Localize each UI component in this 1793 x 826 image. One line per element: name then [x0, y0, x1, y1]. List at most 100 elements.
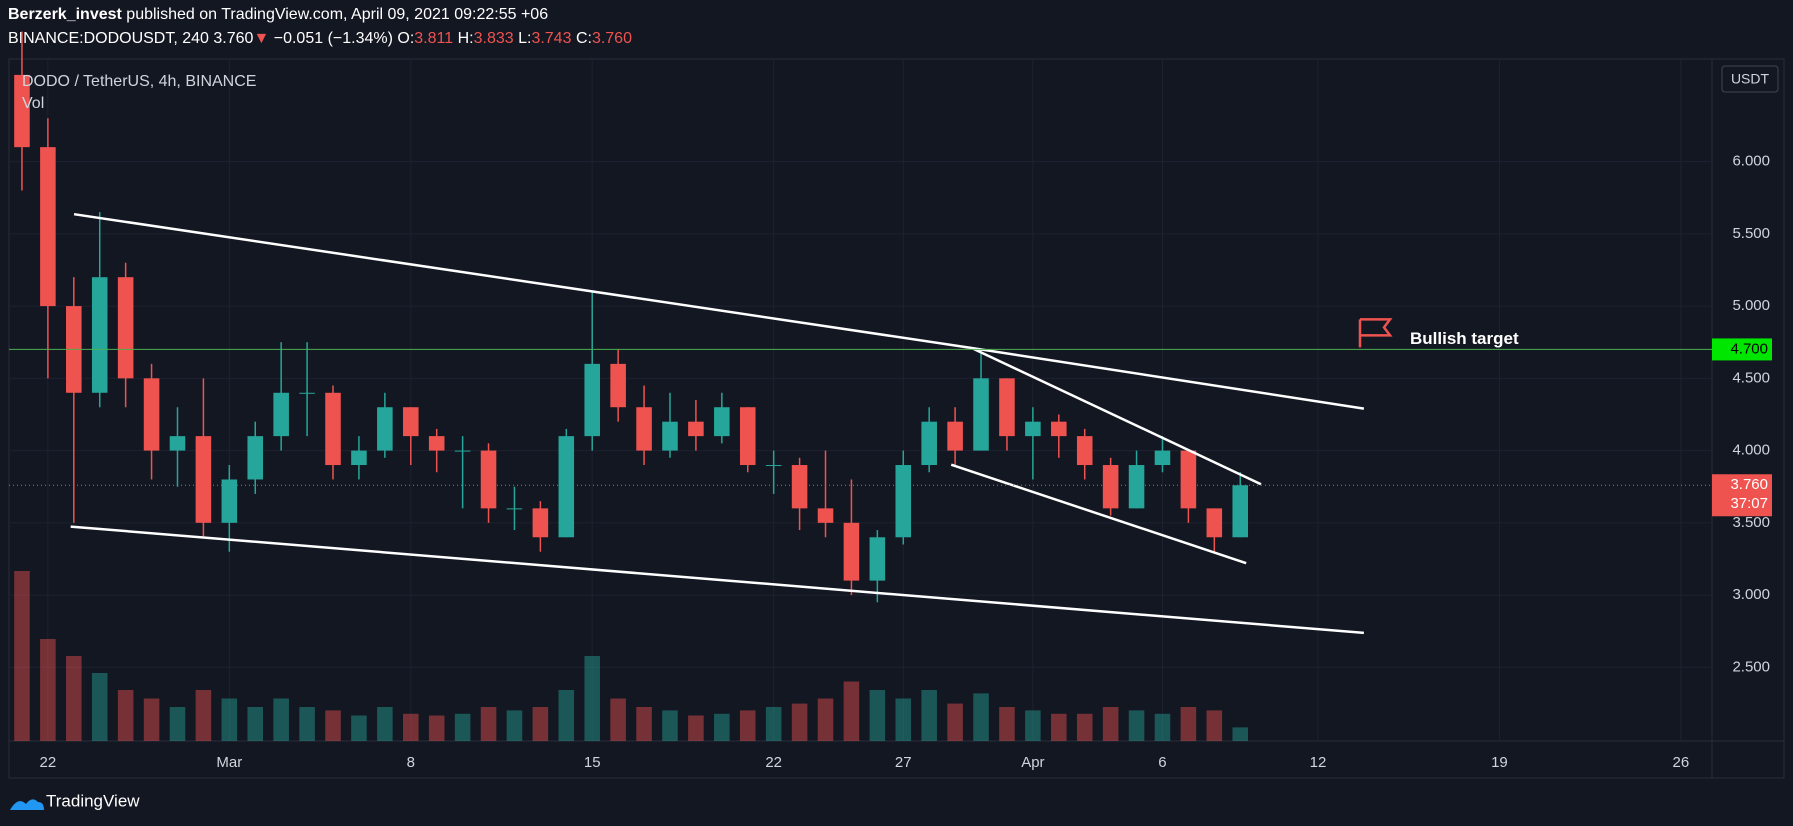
flag-icon [1358, 318, 1393, 348]
volume-bar [91, 673, 108, 741]
volume-bar [765, 707, 782, 741]
target-annotation: Bullish target [1410, 329, 1519, 348]
volume-bar [688, 715, 704, 741]
legend-title: DODO / TetherUS, 4h, BINANCE [22, 73, 256, 90]
symbol: BINANCE:DODOUSDT, 240 [8, 30, 209, 47]
volume-bar [610, 698, 626, 741]
candle-body [947, 421, 963, 451]
candle-body [299, 392, 315, 394]
candle-body [1025, 421, 1041, 437]
currency: USDT [1731, 71, 1770, 87]
y-tick-label: 5.000 [1732, 297, 1770, 314]
h-label: H: [457, 30, 474, 47]
l-label: L: [518, 30, 532, 47]
candle-body [247, 436, 264, 480]
volume-bar [895, 698, 912, 741]
trendline [971, 346, 1262, 486]
volume-bar [454, 713, 471, 741]
x-tick-label: 22 [40, 754, 57, 771]
candle-body [454, 450, 471, 452]
candle-body [869, 537, 886, 581]
candle-body [40, 147, 56, 307]
volume-bar [1025, 710, 1041, 741]
candle-body [999, 378, 1015, 437]
volume-bar [869, 690, 886, 741]
volume-bar [1076, 713, 1093, 741]
x-tick-label: 22 [765, 754, 782, 771]
volume-bar [506, 710, 523, 741]
candle-body [195, 436, 212, 523]
close: 3.760 [591, 30, 632, 47]
y-tick-label: 5.500 [1732, 225, 1770, 242]
y-tick-label: 4.500 [1732, 369, 1770, 386]
marks: 4.700 Bullish target 3.760 37:07 [9, 31, 1772, 741]
volume-bar [662, 710, 678, 741]
candle-body [817, 508, 834, 523]
volume-bar [1128, 710, 1145, 741]
candle-body [558, 436, 575, 538]
volume-bar [1232, 727, 1249, 741]
volume-bar [1154, 713, 1171, 741]
c-label: C: [575, 30, 592, 47]
candle-body [117, 277, 134, 379]
target-price-box [1712, 338, 1772, 361]
candle-body [428, 436, 445, 451]
volume-bar [117, 690, 134, 741]
grid [9, 59, 1712, 741]
trendline [73, 212, 1365, 410]
candle-body [610, 363, 626, 408]
candle-body [351, 450, 367, 466]
candle-body [1102, 465, 1119, 509]
target-price-label: 4.700 [1730, 340, 1768, 357]
x-tick-label: 12 [1310, 754, 1327, 771]
last: 3.760 [213, 30, 254, 47]
logo-icon [10, 799, 44, 810]
volume-bar [247, 707, 264, 741]
brand: TradingView [46, 791, 140, 810]
volume-bar [195, 690, 212, 741]
trendline [950, 463, 1247, 565]
trendline [70, 525, 1364, 635]
y-tick-label: 6.000 [1732, 153, 1770, 170]
candle-body [532, 508, 549, 538]
volume-bar [1102, 707, 1119, 741]
volume-bar [714, 713, 730, 741]
candle-body [584, 363, 600, 437]
candle-body [791, 465, 808, 509]
volume-bar [739, 710, 756, 741]
candle-body [402, 407, 419, 437]
change: −0.051 (−1.34%) [273, 30, 393, 47]
author: Berzerk_invest [8, 6, 122, 23]
volume-bar [325, 710, 341, 741]
x-tick-label: 19 [1491, 754, 1508, 771]
candle-body [91, 277, 108, 393]
x-tick-label: 8 [407, 754, 415, 771]
volume-bar [1180, 707, 1197, 741]
candle-body [480, 450, 497, 509]
frame [8, 58, 1785, 779]
y-tick-label: 3.000 [1732, 586, 1770, 603]
volume-bar [66, 656, 82, 741]
x-tick-label: 6 [1158, 754, 1166, 771]
y-tick-label: 4.000 [1732, 442, 1770, 459]
candle-body [1180, 450, 1197, 509]
volume-bar [843, 681, 860, 741]
volume-bar [921, 690, 937, 741]
volume-bar [40, 639, 56, 741]
volume-bar [947, 703, 963, 741]
candle-body [688, 421, 704, 437]
candle-body [1128, 465, 1145, 509]
high: 3.833 [473, 30, 514, 47]
x-tick-label: Mar [216, 754, 242, 771]
candle-body [377, 407, 393, 451]
candle-body [506, 508, 523, 510]
volume-bar [14, 571, 30, 741]
volume-bar [273, 698, 289, 741]
candle-body [221, 479, 238, 523]
candle-body [169, 436, 186, 451]
last-price-label: 3.760 [1730, 476, 1768, 493]
candle-body [739, 407, 756, 466]
arrow: ▼ [253, 30, 270, 47]
